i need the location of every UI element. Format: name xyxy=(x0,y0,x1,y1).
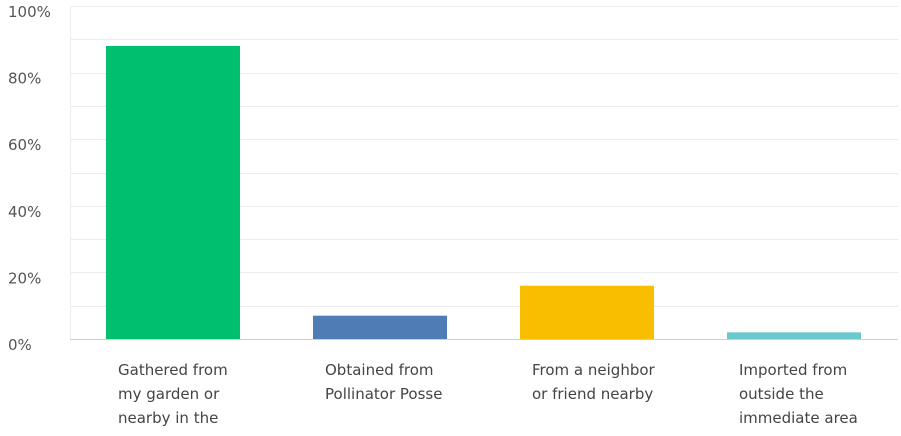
x-tick-label: Imported from outside the immediate area xyxy=(739,358,901,430)
x-tick-label-line: From a neighbor xyxy=(532,361,655,379)
y-tick-label: 40% xyxy=(8,203,41,221)
x-tick-label-line: Obtained from xyxy=(325,361,434,379)
x-tick-label-line: Gathered from xyxy=(118,361,228,379)
x-tick-label: Gathered from my garden or nearby in the xyxy=(118,358,308,430)
bar[interactable] xyxy=(520,285,654,339)
bar[interactable] xyxy=(313,315,447,339)
bar[interactable] xyxy=(727,332,861,339)
bar[interactable] xyxy=(106,45,240,340)
bars xyxy=(106,45,861,340)
y-tick-label: 0% xyxy=(8,336,32,354)
x-tick-label: From a neighbor or friend nearby xyxy=(532,358,722,406)
x-tick-label-line: or friend nearby xyxy=(532,385,654,403)
x-tick-label-line: immediate area xyxy=(739,409,858,427)
x-tick-label-line: Imported from xyxy=(739,361,848,379)
y-axis: 0% 20% 40% 60% 80% 100% xyxy=(8,3,51,354)
y-tick-label: 60% xyxy=(8,136,41,154)
y-tick-label: 20% xyxy=(8,269,41,287)
x-tick-label-line: Pollinator Posse xyxy=(325,385,443,403)
y-tick-label: 80% xyxy=(8,70,41,88)
x-tick-label-line: my garden or xyxy=(118,385,220,403)
x-tick-label-line: outside the xyxy=(739,385,824,403)
x-tick-label-line: nearby in the xyxy=(118,409,219,427)
x-tick-label: Obtained from Pollinator Posse xyxy=(325,358,515,406)
y-tick-label: 100% xyxy=(8,3,51,21)
